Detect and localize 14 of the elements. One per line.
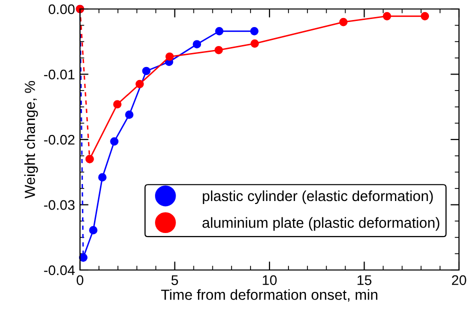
y-tick-label: -0.01 — [44, 70, 74, 80]
legend-label: plastic cylinder (elastic deformation) — [202, 190, 433, 204]
x-axis-title: Time from deformation onset, min — [161, 289, 378, 302]
y-tick-label: -0.03 — [44, 200, 75, 210]
x-tick-label: 20 — [452, 275, 466, 286]
y-tick-label: -0.02 — [44, 134, 74, 145]
legend-label: aluminium plate (plastic deformation) — [202, 217, 440, 231]
y-tick-label: 0.00 — [48, 4, 75, 14]
x-tick-label: 0 — [76, 275, 84, 286]
y-tick-label: -0.04 — [44, 265, 75, 276]
x-tick-label: 10 — [262, 275, 277, 286]
x-tick-label: 5 — [171, 275, 178, 286]
y-axis-title: Weight change, % — [24, 80, 38, 198]
x-tick-label: 15 — [358, 275, 372, 286]
